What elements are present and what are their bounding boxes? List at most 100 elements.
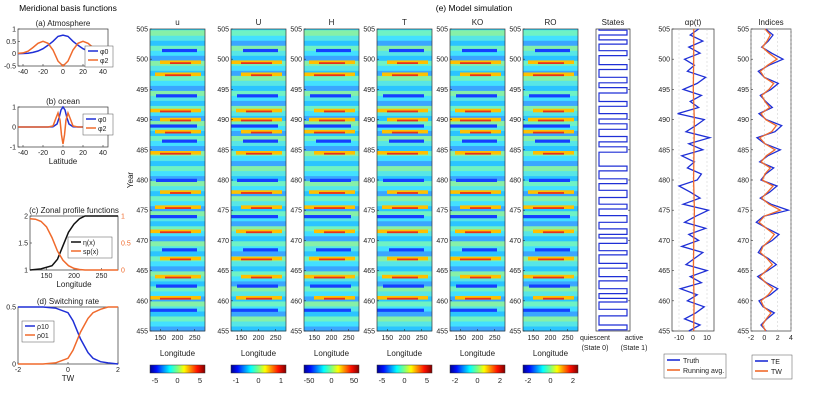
heatmap-band — [450, 260, 505, 267]
heatmap-hot-core — [251, 131, 272, 134]
heatmap-band — [523, 50, 578, 56]
colorbar-tick-label: -2 — [525, 376, 532, 385]
x-tick-label: 200 — [472, 335, 484, 342]
heatmap-band — [523, 125, 578, 131]
heatmap-band — [523, 240, 578, 247]
heatmap-band — [231, 75, 286, 81]
x-tick-label: -2 — [748, 335, 754, 342]
heatmap-warm-band — [241, 274, 282, 279]
x-tick-label: -40 — [18, 69, 28, 76]
heatmap-band — [150, 30, 205, 36]
heatmap-band — [450, 230, 505, 237]
y-tick-label: 455 — [509, 329, 521, 336]
heatmap-hot-core — [251, 276, 272, 279]
y-tick-label: 1 — [24, 268, 28, 275]
heatmap-band — [523, 300, 578, 307]
heatmap-band — [304, 135, 359, 142]
heatmap-band — [231, 30, 286, 36]
heatmap-band — [523, 180, 578, 187]
y-tick-label: 475 — [658, 208, 670, 215]
legend-label: TE — [771, 359, 780, 366]
heatmap-band — [304, 80, 359, 86]
heatmap-band — [523, 210, 578, 217]
heatmap-warm-band — [387, 117, 428, 122]
heatmap-band — [231, 195, 286, 202]
heatmap-band — [231, 35, 286, 41]
y-tick-label: 485 — [290, 147, 302, 154]
colorbar — [149, 364, 206, 374]
heatmap-hot-core — [319, 119, 345, 122]
heatmap-hot-core — [324, 152, 345, 155]
x-tick-label: 200 — [172, 335, 184, 342]
x-tick-label: 0 — [691, 335, 695, 342]
x-axis-label: Longitude — [241, 349, 277, 358]
heatmap-band — [450, 235, 505, 242]
heatmap-hot-core — [397, 192, 418, 194]
heatmap-band — [231, 325, 286, 332]
heatmap-panels: Yearu45546046547047548048549049550050515… — [126, 18, 579, 385]
heatmap-band — [150, 80, 205, 86]
heatmap-hot-core — [319, 62, 345, 65]
panel-title: T — [402, 18, 407, 27]
y-tick-label: 460 — [136, 298, 148, 305]
heatmap-warm-band — [304, 274, 355, 279]
heatmap-band — [304, 275, 359, 282]
heatmap-band — [231, 65, 286, 71]
y-tick-label: 495 — [737, 87, 749, 94]
heatmap-band — [377, 265, 432, 272]
heatmap-band — [304, 45, 359, 51]
heatmap-band — [231, 50, 286, 56]
heatmap-band — [150, 125, 205, 131]
heatmap-band — [231, 260, 286, 267]
heatmap-band — [450, 75, 505, 81]
heatmap-band — [150, 200, 205, 207]
x-tick-label: -20 — [38, 150, 48, 157]
heatmap-band — [231, 80, 286, 86]
heatmap-band — [231, 290, 286, 297]
y-tick-label: 460 — [658, 298, 670, 305]
heatmap-hot-core — [460, 258, 491, 261]
legend-label: ρ01 — [37, 333, 49, 340]
heatmap-hot-core — [165, 276, 191, 279]
heatmap-band — [450, 50, 505, 56]
heatmap-band — [231, 160, 286, 167]
panel-ocean: (b) ocean -40 -20 0 20 40 -1 0 1 Latitude φ0 φ2 — [10, 97, 114, 166]
heatmap-band — [150, 75, 205, 81]
colorbar-tick-label: 5 — [198, 376, 202, 385]
y-tick-label: 480 — [363, 178, 375, 185]
heatmap-cold-band — [450, 215, 497, 219]
heatmap-warm-band — [460, 205, 501, 209]
heatmap-hot-core — [170, 192, 191, 194]
y-tick-label: 485 — [737, 147, 749, 154]
heatmap-band — [150, 100, 205, 106]
heatmap-band — [377, 180, 432, 187]
heatmap-band — [450, 55, 505, 61]
y-tick-label: 455 — [217, 329, 229, 336]
heatmap-cold-band — [231, 124, 278, 128]
x-tick-label: 150 — [308, 335, 320, 342]
colorbar-tick-label: 2 — [498, 376, 502, 385]
heatmap-hot-core — [251, 74, 272, 77]
heatmap-band — [377, 240, 432, 247]
panel-title: αp(t) — [685, 18, 702, 27]
heatmap-hot-core — [160, 152, 191, 155]
x-tick-label: 20 — [79, 150, 87, 157]
colorbar — [449, 364, 506, 374]
heatmap-band — [304, 230, 359, 237]
heatmap-hot-core — [533, 207, 564, 209]
heatmap-warm-band — [382, 72, 428, 77]
heatmap-band — [231, 310, 286, 317]
x-axis-label: Longitude — [160, 349, 196, 358]
y-tick-label: 470 — [737, 238, 749, 245]
heatmap-band — [377, 185, 432, 192]
y-tick-label: 480 — [136, 178, 148, 185]
heatmap-band — [304, 300, 359, 307]
legend-label: sp(x) — [83, 249, 99, 256]
heatmap-warm-band — [523, 129, 574, 134]
legend-label: Running avg. — [683, 368, 724, 375]
heatmap-band — [231, 85, 286, 91]
y-tick-label: 485 — [136, 147, 148, 154]
x-tick-label: 0 — [61, 150, 65, 157]
heatmap-band — [377, 120, 432, 126]
heatmap-band — [231, 135, 286, 142]
